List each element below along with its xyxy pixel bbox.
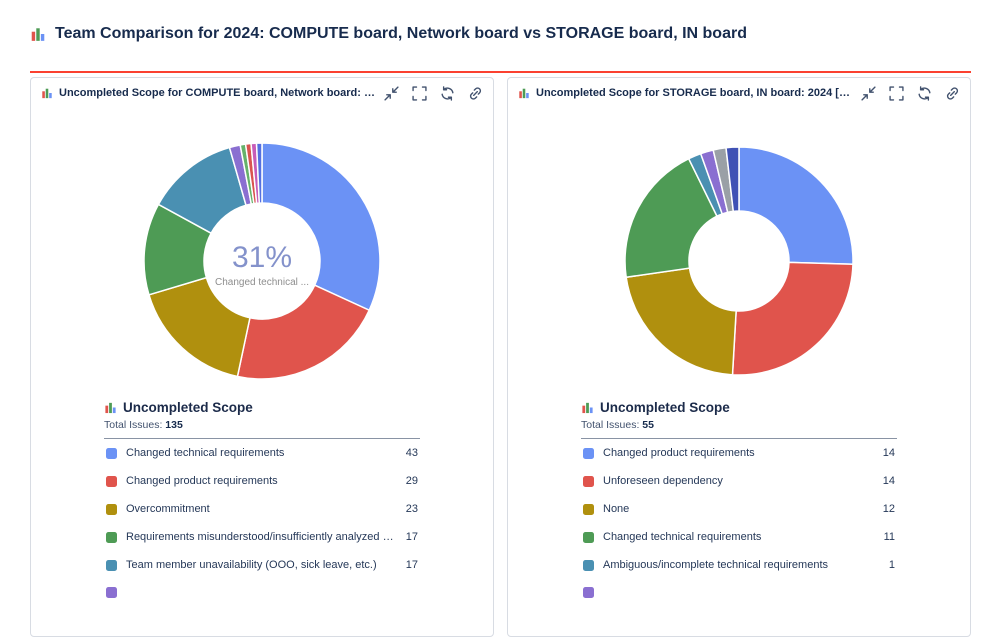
- donut-chart[interactable]: [614, 136, 864, 386]
- legend-label: Overcommitment: [126, 503, 210, 516]
- legend-row: Team member unavailability (OOO, sick le…: [104, 551, 420, 579]
- gadget-card-compute-network: Uncompleted Scope for COMPUTE board, Net…: [30, 77, 494, 637]
- legend-row: None 12: [581, 495, 897, 523]
- total-issues-label: Total Issues:: [581, 419, 640, 432]
- legend-swatch: [583, 587, 594, 599]
- legend-row: Changed product requirements 14: [581, 439, 897, 467]
- accent-divider: [30, 71, 971, 74]
- pie-slice[interactable]: [725, 146, 740, 213]
- legend-divider: [581, 438, 897, 440]
- report-title: Uncompleted Scope: [104, 400, 420, 415]
- report-title-text: Uncompleted Scope: [600, 400, 730, 416]
- legend-swatch: [106, 503, 117, 515]
- refresh-icon[interactable]: [917, 86, 932, 101]
- dashboard-panels: Uncompleted Scope for COMPUTE board, Net…: [0, 73, 999, 637]
- gadget-header: Uncompleted Scope for COMPUTE board, Net…: [31, 78, 493, 108]
- legend-row: Changed technical requirements 11: [581, 523, 897, 551]
- legend-swatch: [106, 447, 117, 459]
- legend-label: Changed product requirements: [603, 447, 755, 460]
- legend-value: 12: [882, 503, 895, 516]
- legend-value: 14: [882, 475, 895, 488]
- gadget-toolbar: [384, 86, 483, 101]
- pie-slice[interactable]: [261, 142, 381, 312]
- total-issues-value: 135: [165, 419, 183, 432]
- pie-slice[interactable]: [625, 267, 737, 377]
- legend-value: 11: [883, 531, 895, 544]
- legend-swatch: [106, 587, 117, 599]
- total-issues: Total Issues: 135: [104, 419, 420, 431]
- bar-chart-icon: [518, 87, 530, 99]
- legend-label: Team member unavailability (OOO, sick le…: [126, 559, 377, 572]
- report-title-text: Uncompleted Scope: [123, 400, 253, 416]
- legend-value: 43: [405, 447, 418, 460]
- legend-row: Overcommitment 23: [104, 495, 420, 523]
- donut-chart[interactable]: 31% Changed technical ...: [137, 136, 387, 386]
- bar-chart-icon: [581, 401, 594, 414]
- collapse-icon[interactable]: [861, 86, 876, 101]
- report-block: Uncompleted Scope Total Issues: 135 Chan…: [104, 400, 420, 606]
- legend-value: 17: [405, 559, 418, 572]
- legend-label: Requirements misunderstood/insufficientl…: [126, 531, 397, 544]
- legend-row: Requirements misunderstood/insufficientl…: [104, 523, 420, 551]
- legend-swatch: [106, 475, 117, 487]
- legend-row: Changed technical requirements 43: [104, 439, 420, 467]
- gadget-title: Uncompleted Scope for STORAGE board, IN …: [536, 87, 855, 100]
- legend-label: Ambiguous/incomplete technical requireme…: [603, 559, 829, 572]
- legend-label: Changed technical requirements: [603, 531, 762, 544]
- pie-slice[interactable]: [255, 142, 263, 205]
- pie-slice[interactable]: [236, 284, 371, 381]
- legend-label: Changed product requirements: [126, 475, 278, 488]
- legend-row: Ambiguous/incomplete technical requireme…: [581, 551, 897, 579]
- fullscreen-icon[interactable]: [889, 86, 904, 101]
- total-issues-value: 55: [642, 419, 654, 432]
- total-issues-label: Total Issues:: [104, 419, 163, 432]
- bar-chart-icon: [104, 401, 117, 414]
- legend-value: 29: [405, 475, 418, 488]
- gadget-card-storage-in: Uncompleted Scope for STORAGE board, IN …: [507, 77, 971, 637]
- page-title: Team Comparison for 2024: COMPUTE board,…: [55, 24, 747, 42]
- collapse-icon[interactable]: [384, 86, 399, 101]
- legend-row: [104, 579, 420, 606]
- chart-area: [508, 108, 970, 386]
- report-block: Uncompleted Scope Total Issues: 55 Chang…: [581, 400, 897, 606]
- legend-value: 1: [888, 559, 895, 572]
- legend-value: 14: [882, 447, 895, 460]
- chart-legend: Changed product requirements 14 Unforeseen…: [581, 439, 897, 606]
- pie-slice[interactable]: [738, 146, 854, 266]
- gadget-title: Uncompleted Scope for COMPUTE board, Net…: [59, 87, 378, 100]
- bar-chart-icon: [30, 26, 46, 42]
- legend-label: Changed technical requirements: [126, 447, 285, 460]
- pie-slice[interactable]: [148, 277, 251, 378]
- bar-chart-icon: [41, 87, 53, 99]
- refresh-icon[interactable]: [440, 86, 455, 101]
- legend-label: Unforeseen dependency: [603, 475, 723, 488]
- legend-swatch: [583, 503, 594, 515]
- legend-label: None: [603, 503, 630, 516]
- legend-row: [581, 579, 897, 606]
- legend-row: Changed product requirements 29: [104, 467, 420, 495]
- link-icon[interactable]: [468, 86, 483, 101]
- chart-area: 31% Changed technical ...: [31, 108, 493, 386]
- gadget-header: Uncompleted Scope for STORAGE board, IN …: [508, 78, 970, 108]
- donut-center-sublabel: Changed technical ...: [215, 277, 309, 288]
- legend-value: 23: [405, 503, 418, 516]
- legend-divider: [104, 438, 420, 440]
- legend-swatch: [583, 447, 594, 459]
- chart-legend: Changed technical requirements 43 Changed …: [104, 439, 420, 606]
- legend-swatch: [106, 531, 117, 543]
- legend-value: 17: [405, 531, 418, 544]
- gadget-toolbar: [861, 86, 960, 101]
- fullscreen-icon[interactable]: [412, 86, 427, 101]
- page-header: Team Comparison for 2024: COMPUTE board,…: [0, 0, 999, 71]
- pie-slice[interactable]: [731, 262, 854, 377]
- link-icon[interactable]: [945, 86, 960, 101]
- legend-row: Unforeseen dependency 14: [581, 467, 897, 495]
- legend-swatch: [583, 531, 594, 543]
- pie-slice[interactable]: [624, 158, 718, 279]
- report-title: Uncompleted Scope: [581, 400, 897, 415]
- donut-center-percent: 31%: [232, 241, 292, 274]
- legend-swatch: [583, 475, 594, 487]
- total-issues: Total Issues: 55: [581, 419, 897, 431]
